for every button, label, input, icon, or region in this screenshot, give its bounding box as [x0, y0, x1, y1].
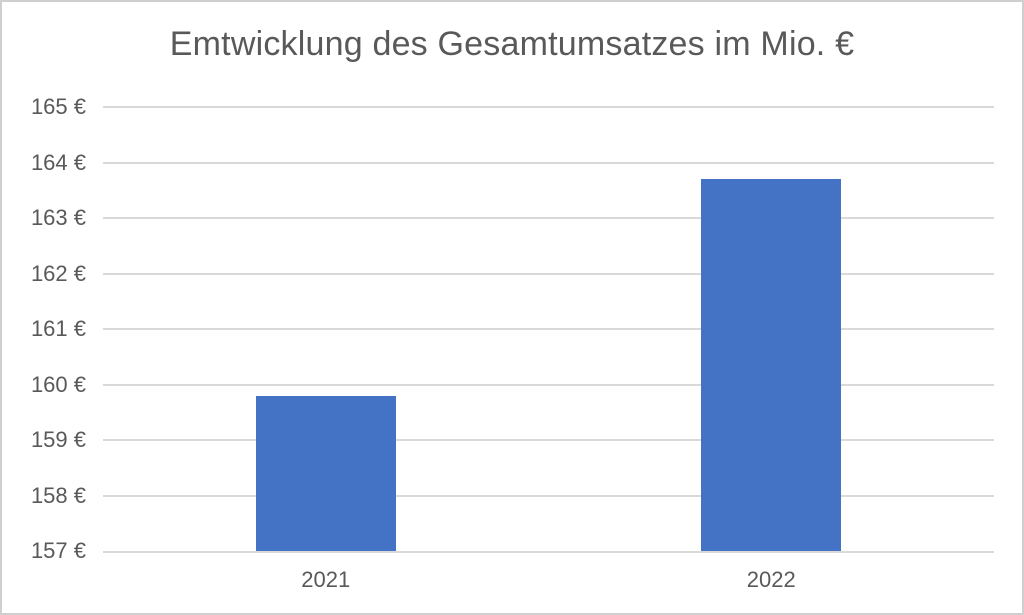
gridline [103, 106, 994, 108]
y-axis-tick-label: 163 € [30, 205, 86, 230]
y-axis-tick-label: 158 € [30, 482, 86, 508]
gridline [103, 328, 994, 330]
gridline [103, 383, 994, 386]
gridline [103, 161, 994, 164]
bar-2021 [255, 395, 396, 551]
x-axis-category-label: 2022 [746, 567, 796, 592]
bar-2022 [701, 179, 842, 551]
gridline [103, 439, 994, 441]
y-axis-tick-label: 157 € [30, 538, 86, 563]
y-axis-tick-label: 159 € [30, 427, 86, 452]
plot-area [103, 106, 994, 553]
gridline [103, 272, 994, 275]
y-axis-tick-label: 161 € [30, 316, 86, 341]
x-axis-category-label: 2021 [301, 567, 351, 592]
gridline [103, 217, 994, 219]
gridline [103, 494, 994, 497]
y-axis-tick-label: 160 € [30, 371, 86, 397]
y-axis-tick-label: 164 € [30, 149, 86, 175]
chart-title: Emtwicklung des Gesamtumsatzes im Mio. € [169, 25, 855, 63]
y-axis-tick-label: 165 € [30, 94, 86, 119]
y-axis-tick-label: 162 € [30, 260, 86, 286]
